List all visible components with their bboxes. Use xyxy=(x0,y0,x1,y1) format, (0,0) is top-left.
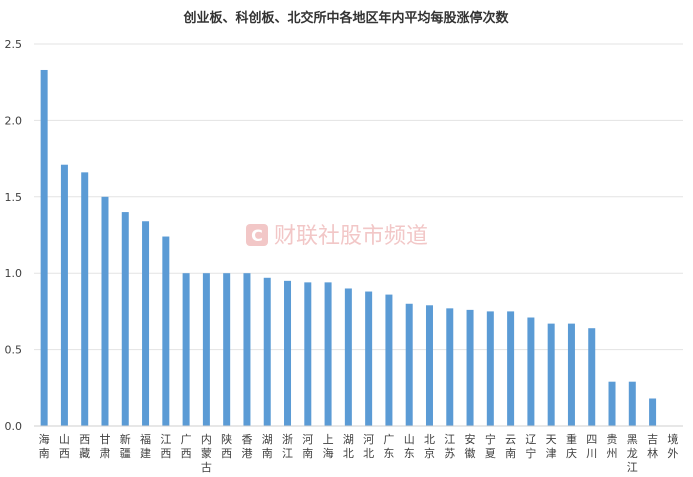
y-tick-label: 1.0 xyxy=(5,267,23,280)
bar xyxy=(608,381,616,426)
bar xyxy=(284,280,292,426)
x-tick-label: 安徽 xyxy=(465,432,476,460)
x-tick-label: 天津 xyxy=(546,433,557,460)
x-tick-label: 河南 xyxy=(302,433,313,460)
bar xyxy=(567,323,575,426)
bar xyxy=(142,221,150,426)
x-tick-label: 海南 xyxy=(39,432,50,460)
bar xyxy=(628,381,636,426)
bar xyxy=(466,309,474,426)
bar xyxy=(81,172,89,426)
x-tick-label: 上海 xyxy=(323,433,334,460)
x-tick-label: 境外 xyxy=(667,432,678,460)
watermark-text: 财联社股市频道 xyxy=(274,224,428,249)
bar xyxy=(649,398,657,426)
x-tick-label: 湖北 xyxy=(343,433,354,460)
x-tick-label: 河北 xyxy=(363,433,374,460)
x-tick-label: 广西 xyxy=(181,433,192,460)
x-tick-label: 西藏 xyxy=(79,433,90,460)
bar xyxy=(182,273,190,426)
x-tick-label: 陕西 xyxy=(221,432,232,460)
gridlines xyxy=(34,43,683,351)
x-tick-label: 北京 xyxy=(424,433,435,460)
bar xyxy=(507,311,515,426)
y-tick-label: 2.5 xyxy=(5,38,23,51)
x-tick-label: 浙江 xyxy=(282,433,293,460)
bar xyxy=(425,305,433,426)
bar xyxy=(405,303,413,426)
y-tick-label: 0.5 xyxy=(5,344,23,357)
watermark: C 财联社股市频道 xyxy=(246,224,428,249)
watermark-logo-letter: C xyxy=(251,226,263,245)
x-tick-label: 山西 xyxy=(59,433,70,460)
x-tick-label: 甘肃 xyxy=(99,433,110,460)
bar xyxy=(121,212,129,426)
x-tick-label: 香港 xyxy=(241,433,252,460)
y-tick-label: 0.0 xyxy=(5,420,23,433)
chart-title: 创业板、科创板、北交所中各地区年内平均每股涨停次数 xyxy=(182,10,509,26)
watermark-logo-icon xyxy=(246,224,268,246)
bar xyxy=(243,273,251,426)
x-tick-label: 江西 xyxy=(160,433,171,460)
x-tick-label: 内蒙古 xyxy=(201,432,212,474)
bar xyxy=(588,328,596,426)
bar xyxy=(304,282,312,426)
x-axis-ticks: 海南山西西藏甘肃新疆福建江西广西内蒙古陕西香港湖南浙江河南上海湖北河北广东山东北… xyxy=(39,432,679,474)
x-tick-label: 江苏 xyxy=(444,433,455,460)
x-tick-label: 湖南 xyxy=(262,433,273,460)
bar xyxy=(101,196,109,426)
bars xyxy=(40,69,657,426)
x-tick-label: 重庆 xyxy=(566,432,577,460)
x-tick-label: 山东 xyxy=(404,433,415,460)
bar xyxy=(365,291,373,426)
x-tick-label: 吉林 xyxy=(647,433,658,460)
x-tick-label: 福建 xyxy=(140,432,151,460)
bar xyxy=(385,294,393,426)
bar xyxy=(223,273,231,426)
bar xyxy=(40,69,48,426)
x-tick-label: 黑龙江 xyxy=(627,433,638,474)
bar xyxy=(446,308,454,426)
y-tick-label: 2.0 xyxy=(5,114,23,127)
x-tick-label: 云南 xyxy=(505,433,516,460)
bar xyxy=(486,311,494,426)
bar xyxy=(263,277,271,426)
x-tick-label: 新疆 xyxy=(120,432,131,460)
x-tick-label: 贵州 xyxy=(607,433,618,460)
x-tick-label: 四川 xyxy=(586,433,597,460)
bar xyxy=(162,236,170,426)
bar xyxy=(547,323,555,426)
bar xyxy=(202,273,210,426)
bar xyxy=(527,317,535,426)
bar xyxy=(324,282,332,426)
bar xyxy=(60,164,68,426)
bar xyxy=(344,288,352,426)
x-tick-label: 辽宁 xyxy=(525,433,536,460)
x-tick-label: 宁夏 xyxy=(485,432,496,460)
y-axis-ticks: 0.0 0.5 1.0 1.5 2.0 2.5 xyxy=(5,38,23,433)
y-tick-label: 1.5 xyxy=(5,191,23,204)
x-tick-label: 广东 xyxy=(383,433,394,460)
